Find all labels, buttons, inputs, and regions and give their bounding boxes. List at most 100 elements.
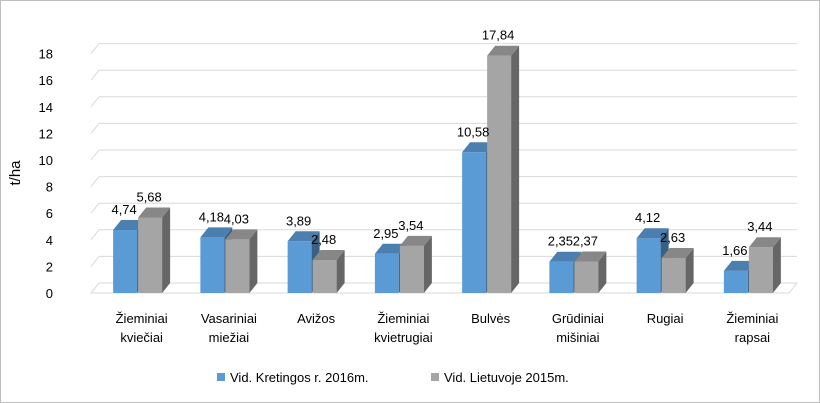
bar-front [138,217,163,293]
bar-top [549,251,582,262]
gridline-depth [90,43,100,54]
bar [225,229,258,293]
bar [399,235,432,293]
bar-top [374,243,407,254]
data-labels: 4,745,68 4,18 4,03 3,892,48 2,953,54 10,58 17,… [111,28,772,258]
bar-side [423,235,432,293]
bar-top [138,207,171,218]
gridline-depth [90,69,100,81]
bar-front [113,229,138,293]
category-label: Žieminiai kvietrugiai [374,311,433,345]
data-label: 5,68 [136,189,161,204]
category-label: Žieminiai rapsai [726,311,778,345]
bar-top [287,231,320,242]
bar-front [723,270,748,293]
category-label-line: miežiai [209,330,250,345]
bar-front [312,260,337,293]
category-label-line: rapsai [735,330,771,345]
y-tick-label: 0 [46,286,53,301]
bar-top [723,260,756,271]
legend-swatch [217,373,225,381]
category-label-line: mišiniai [556,330,599,345]
gridline-depth [90,229,100,241]
bar [487,45,520,294]
category-label: Avižos [297,311,336,326]
bar-side [249,229,258,293]
bar-top [462,142,495,153]
y-tick-label: 4 [46,233,53,248]
y-tick-label: 16 [39,73,53,88]
bar-front [287,241,312,293]
bar-side [598,251,607,293]
category-label-line: Žieminiai [377,311,429,326]
category-label-line: Žieminiai [726,311,778,326]
legend: Vid. Kretingos r. 2016m. Vid. Lietuvoje 2… [217,370,569,385]
bar-top [574,251,607,262]
gridline-depth [90,256,100,267]
bar [312,250,345,293]
y-tick-label: 18 [39,47,53,62]
bar-front [661,258,686,293]
category-label-line: Grūdiniai [552,311,604,326]
bar-top [312,250,345,261]
y-axis: 0 2 4 6 8 10 12 14 16 18 [39,47,53,301]
bar-side [336,250,345,293]
data-label: 10,58 [457,124,490,139]
x-axis: Žieminiai kviečiai Vasariniai miežiai Avižos… [116,311,779,345]
data-label: 2,63 [660,230,685,245]
bar-front [487,55,512,294]
bar-front [636,238,661,293]
gridline-depth [90,149,100,161]
bar-front [748,247,773,293]
bar-front [399,245,424,293]
bar [661,248,694,293]
data-label: 4,18 [199,209,224,224]
bar-top [487,45,520,56]
data-label: 1,66 [722,243,747,258]
category-label: Vasariniai miežiai [201,311,257,345]
y-tick-label: 10 [39,153,53,168]
bar-front [549,261,574,293]
data-label: 3,54 [398,218,423,233]
category-label: Rugiai [647,311,684,326]
bar-side [685,248,694,293]
legend-label: Vid. Lietuvoje 2015m. [444,370,569,385]
bar-front [462,152,487,293]
legend-swatch [431,373,439,381]
data-label: 4,12 [635,210,660,225]
y-tick-label: 2 [46,259,53,274]
bar-top [636,228,669,239]
bar-front [225,239,250,293]
category-label: Bulvės [471,311,511,326]
category-label-line: Rugiai [647,311,684,326]
category-label: Žieminiai kviečiai [116,311,168,345]
data-label: 3,44 [747,219,772,234]
data-label: 2,35 [548,234,573,249]
data-label: 3,89 [286,213,311,228]
bar-front [574,261,599,293]
bar-side [772,237,781,293]
bar [748,237,781,293]
bar-side [511,45,520,294]
category-label-line: Vasariniai [201,311,257,326]
data-label: 2,95 [373,226,398,241]
bar-front [200,237,225,293]
category-label-line: Žieminiai [116,311,168,326]
category-label-line: Avižos [297,311,336,326]
bar-top [661,248,694,259]
gridline-depth [90,202,100,214]
legend-label: Vid. Kretingos r. 2016m. [230,370,369,385]
bar [574,251,607,293]
bar-top [113,219,146,230]
data-label: 4,03 [224,211,249,226]
y-tick-label: 14 [39,100,53,115]
bar-side [162,207,171,293]
category-label-line: kvietrugiai [374,330,433,345]
y-axis-title: t/ha [7,160,24,186]
y-tick-label: 8 [46,180,53,195]
gridline-depth [90,176,100,187]
category-label-line: Bulvės [471,311,511,326]
bar-top [200,227,233,238]
